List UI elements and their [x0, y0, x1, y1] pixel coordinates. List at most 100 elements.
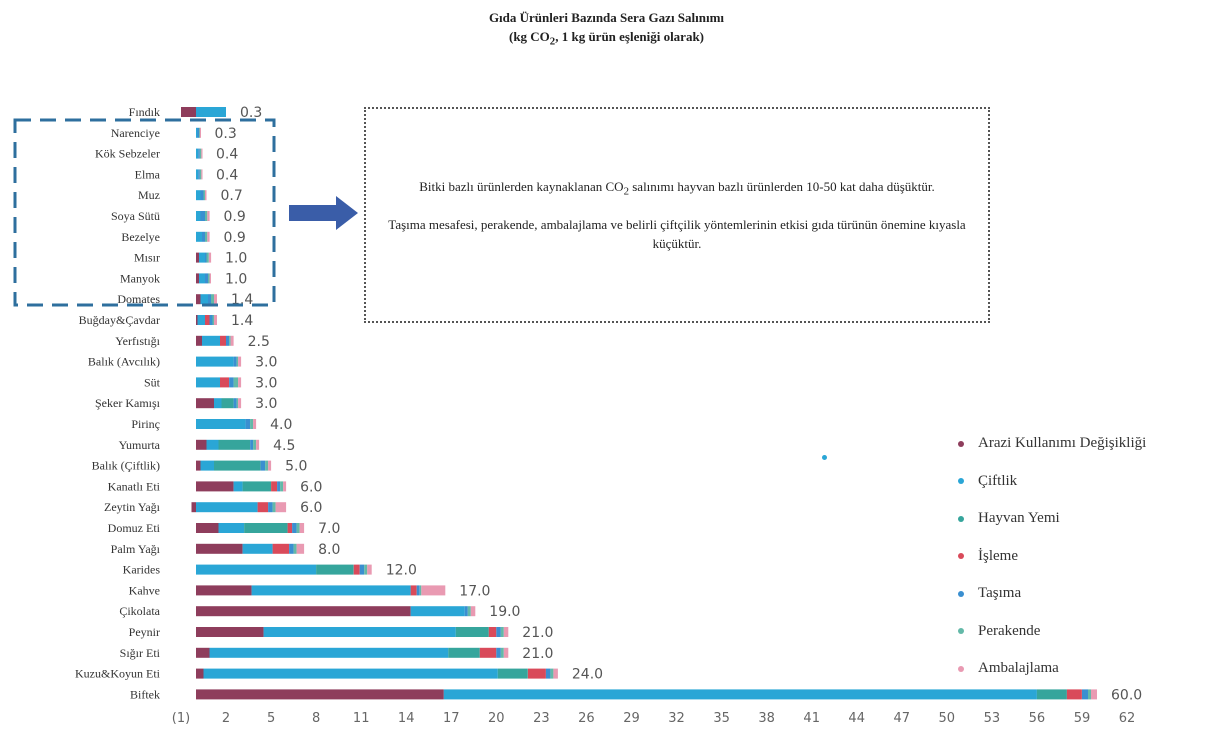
stray-dot	[822, 455, 827, 460]
bar-segment-perakende	[419, 585, 422, 596]
bar-segment-tasima	[464, 606, 468, 617]
legend-label-ciftlik: Çiftlik	[978, 472, 1018, 489]
chart-title: Gıda Ürünleri Bazında Sera Gazı Salınımı…	[0, 8, 1213, 52]
bar-segment-arazi-kullanimi-degisikligi	[196, 252, 199, 263]
bar-segment-arazi-kullanimi-degisikligi	[196, 543, 243, 554]
bar-segment-hayvan-yemi	[455, 627, 489, 637]
callout-p1-prefix: Bitki bazlı ürünlerden kaynaklanan CO	[419, 178, 624, 194]
category-label: Karides	[123, 563, 161, 577]
x-tick-label: 20	[488, 711, 505, 726]
bar-segment-ciftlik	[203, 668, 498, 679]
callout-paragraph-2: Taşıma mesafesi, perakende, ambalajlama …	[388, 217, 966, 252]
legend-item-tasima: Taşıma	[950, 575, 1212, 613]
bar-segment-ambalajlama	[230, 335, 234, 346]
bar-segment-perakende	[293, 543, 297, 554]
bar-segment-perakende	[272, 502, 276, 513]
bar-segment-tasima	[197, 127, 199, 138]
title-line2-suffix: , 1 kg ürün eşleniği olarak)	[555, 29, 705, 44]
bar-segment-ambalajlama	[253, 419, 257, 429]
bar-segment-perakende	[208, 273, 210, 284]
bar-segment-ciftlik	[196, 419, 246, 429]
value-label: 6.0	[300, 500, 322, 516]
bar-segment-perakende	[467, 606, 471, 617]
bar-segment-tasima	[416, 585, 420, 596]
value-label: 0.3	[240, 105, 262, 121]
bar-segment-isleme	[1066, 689, 1082, 700]
legend-label-perakende: Perakende	[978, 622, 1041, 639]
x-tick-label: 29	[623, 711, 640, 726]
bar-segment-tasima	[205, 273, 208, 284]
bar-segment-isleme	[479, 647, 497, 658]
category-label: Kuzu&Koyun Eti	[75, 667, 161, 681]
value-label: 21.0	[522, 646, 553, 662]
legend-item-perakende: Perakende	[950, 613, 1212, 651]
bar-segment-perakende	[550, 668, 554, 679]
bar-segment-tasima	[545, 668, 551, 679]
value-label: 12.0	[386, 563, 417, 579]
bar-segment-ciftlik	[196, 356, 234, 367]
bar-segment-ciftlik	[443, 689, 1037, 700]
bar-segment-ciftlik	[200, 460, 214, 471]
bar-segment-tasima	[226, 335, 229, 346]
bar-segment-tasima	[277, 481, 281, 492]
category-label: Bezelye	[121, 230, 160, 244]
value-label: 0.9	[224, 230, 246, 246]
bar-segment-tasima	[198, 148, 200, 159]
x-tick-label: 62	[1119, 711, 1136, 726]
x-tick-label: 50	[939, 711, 956, 726]
bar-segment-ambalajlama	[205, 190, 207, 201]
bar-segment-tasima	[292, 523, 297, 533]
bar-segment-arazi-kullanimi-degisikligi	[196, 523, 219, 533]
category-label: Peynir	[129, 625, 160, 639]
title-line2-prefix: (kg CO	[508, 29, 550, 44]
category-label: Balık (Avcılık)	[88, 355, 160, 369]
x-tick-label: 26	[578, 711, 595, 726]
x-tick-label: 35	[713, 711, 730, 726]
bar-segment-arazi-kullanimi-degisikligi	[196, 273, 199, 284]
value-label: 8.0	[318, 542, 340, 558]
bar-segment-ciftlik	[263, 627, 456, 637]
value-label: 1.0	[225, 251, 247, 267]
callout-p1-suffix: salınımı hayvan bazlı ürünlerden 10-50 k…	[628, 178, 935, 194]
bar-segment-ciftlik	[197, 315, 205, 325]
x-tick-label: 8	[312, 711, 320, 726]
bar-segment-perakende	[199, 127, 201, 138]
arrow-icon	[289, 196, 358, 230]
bar-segment-ciftlik	[196, 190, 201, 201]
legend-swatch-isleme	[958, 553, 964, 560]
category-label: Kök Sebzeler	[95, 147, 160, 161]
value-label: 0.4	[216, 167, 238, 183]
x-tick-label: 44	[848, 711, 865, 726]
bar-segment-ambalajlama	[470, 606, 476, 617]
value-label: 4.0	[270, 417, 292, 433]
x-tick-label: 14	[398, 711, 415, 726]
bar-segment-perakende	[229, 335, 231, 346]
bar-segment-tasima	[233, 356, 237, 367]
bar-segment-ciftlik	[200, 294, 208, 305]
x-tick-label: (1)	[172, 711, 190, 726]
bar-segment-perakende	[500, 627, 504, 637]
x-tick-label: 56	[1029, 711, 1046, 726]
category-label: Yumurta	[119, 438, 161, 452]
bar-segment-tasima	[209, 315, 213, 325]
bar-segment-ciftlik	[202, 335, 220, 346]
bar-segment-ambalajlama	[208, 252, 212, 263]
bar-segment-tasima	[496, 627, 501, 637]
bar-segment-ambalajlama	[553, 668, 558, 679]
bar-segment-ambalajlama	[214, 294, 217, 305]
x-tick-label: 53	[984, 711, 1001, 726]
bar-segment-ciftlik	[196, 127, 198, 138]
category-label: Sığır Eti	[120, 646, 161, 660]
bar-segment-arazi-kullanimi-degisikligi	[196, 439, 207, 450]
bar-segment-ambalajlama	[207, 211, 210, 221]
bar-segment-isleme	[220, 335, 226, 346]
value-label: 19.0	[489, 604, 520, 620]
bar-segment-perakende	[280, 481, 284, 492]
bar-segment-ambalajlama	[201, 148, 203, 159]
bar-segment-ambalajlama	[1091, 689, 1097, 700]
value-label: 1.0	[225, 271, 247, 287]
legend-label-isleme: İşleme	[978, 547, 1018, 564]
bar-segment-isleme	[488, 627, 497, 637]
bar-segment-isleme	[220, 377, 229, 388]
